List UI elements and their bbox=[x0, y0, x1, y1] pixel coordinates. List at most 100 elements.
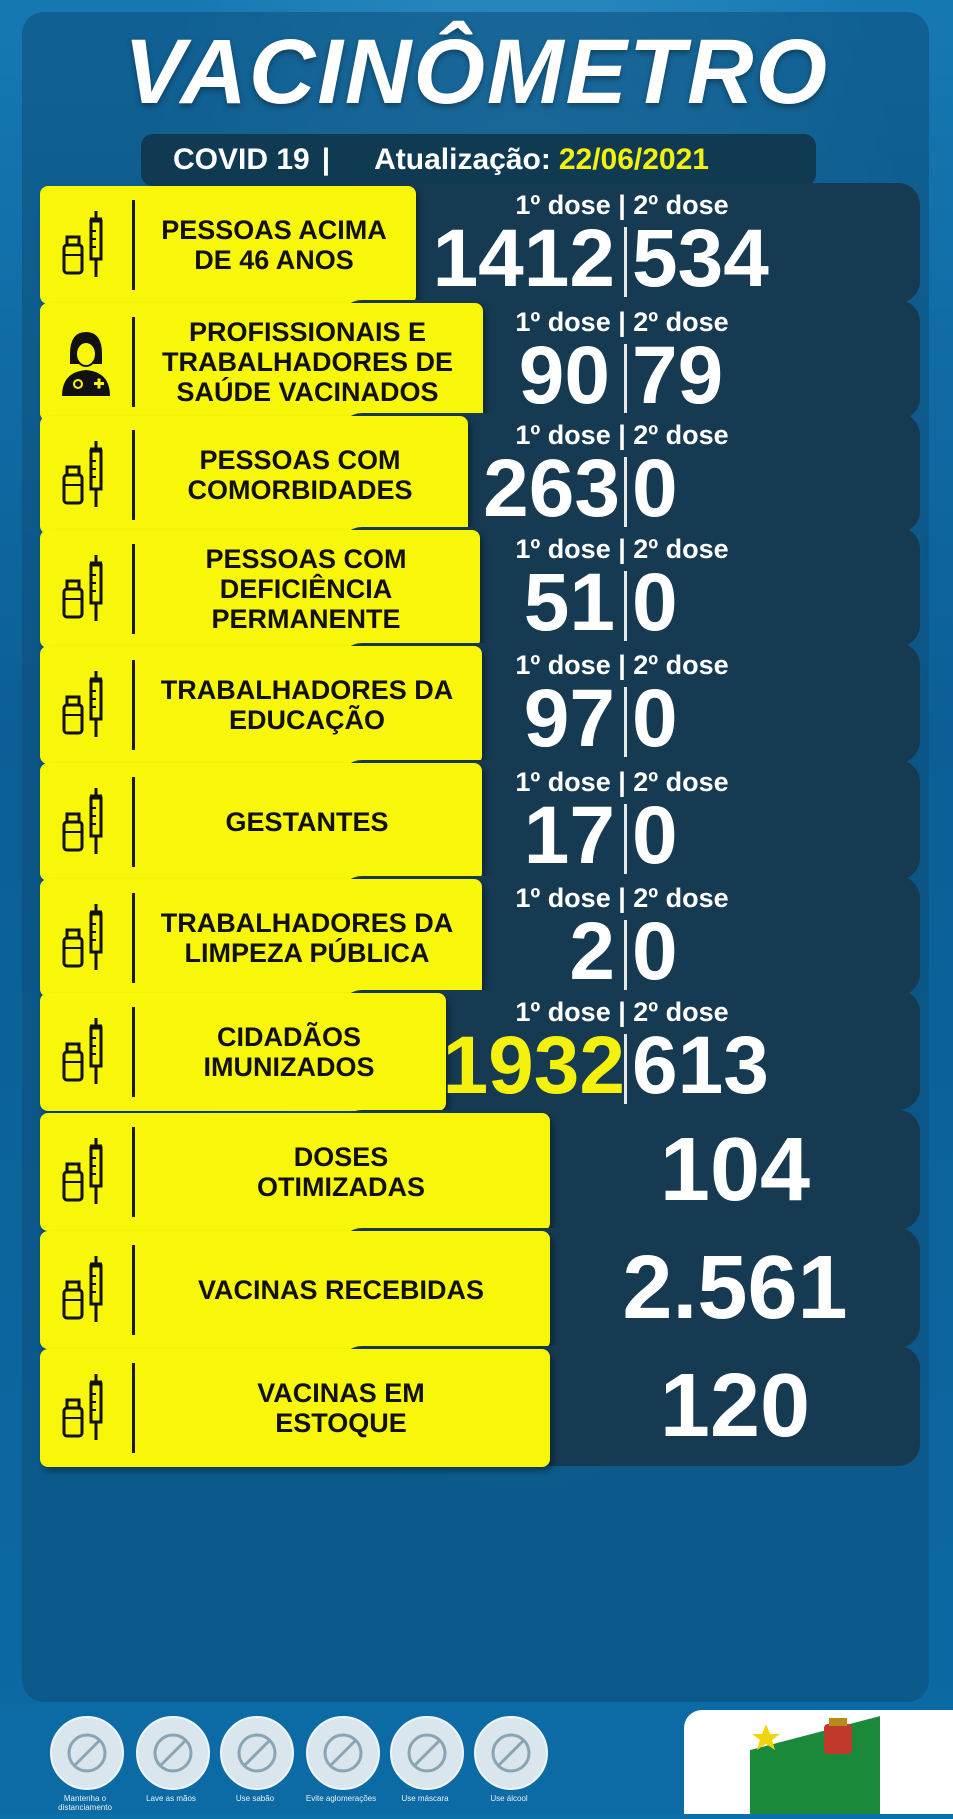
summary-label: DOSES OTIMIZADAS bbox=[257, 1142, 425, 1202]
vaccination-row: PESSOAS ACIMA DE 46 ANOS 1º dose | 2º dos… bbox=[40, 183, 920, 304]
dose-header: 1º dose | 2º dose bbox=[515, 534, 729, 564]
group-label: PROFISSIONAIS E TRABALHADORES DE SAÚDE V… bbox=[161, 317, 453, 407]
vaccination-row: TRABALHADORES DA EDUCAÇÃO 1º dose | 2º do… bbox=[40, 643, 920, 764]
second-dose-count: 0 bbox=[632, 673, 678, 764]
vaccine-icon bbox=[40, 879, 132, 997]
vaccine-icon bbox=[40, 763, 132, 881]
group-label-box: PESSOAS COM DEFICIÊNCIA PERMANENTE bbox=[40, 530, 480, 648]
vaccine-icon bbox=[40, 416, 132, 534]
flag-icon bbox=[750, 1716, 880, 1814]
summary-row: DOSES OTIMIZADAS 104 bbox=[40, 1110, 920, 1231]
dose-separator bbox=[624, 571, 627, 641]
group-label: TRABALHADORES DA EDUCAÇÃO bbox=[160, 675, 454, 735]
label-divider bbox=[132, 1363, 135, 1453]
second-dose-count: 0 bbox=[632, 906, 678, 997]
dose-panel bbox=[340, 183, 920, 303]
group-label-box: TRABALHADORES DA LIMPEZA PÚBLICA bbox=[40, 879, 482, 997]
footer-caption: Use máscara bbox=[401, 1794, 449, 1803]
dose-separator bbox=[624, 920, 627, 990]
summary-row: VACINAS RECEBIDAS 2.561 bbox=[40, 1228, 920, 1349]
label-divider bbox=[132, 893, 135, 983]
summary-value: 120 bbox=[659, 1356, 811, 1456]
label-divider bbox=[132, 660, 135, 750]
footer-caption: Evite aglomerações bbox=[305, 1794, 377, 1803]
dose-header: 1º dose | 2º dose bbox=[515, 767, 729, 797]
municipal-flag bbox=[684, 1710, 953, 1814]
first-dose-count: 97 bbox=[523, 673, 615, 764]
footer-caption: Lave as mãos bbox=[146, 1794, 196, 1803]
first-dose-count: 51 bbox=[523, 557, 615, 648]
summary-label: VACINAS RECEBIDAS bbox=[197, 1275, 485, 1305]
group-label-box: GESTANTES bbox=[40, 763, 482, 881]
summary-row: VACINAS EM ESTOQUE 120 bbox=[40, 1346, 920, 1467]
group-label: PESSOAS ACIMA DE 46 ANOS bbox=[161, 215, 387, 275]
label-divider bbox=[132, 317, 135, 407]
group-label: GESTANTES bbox=[225, 807, 389, 837]
first-dose-count: 1412 bbox=[432, 213, 615, 304]
second-dose-count: 534 bbox=[632, 213, 769, 304]
covid-label: COVID 19 bbox=[173, 143, 310, 176]
vaccine-icon bbox=[40, 186, 132, 304]
dose-header: 1º dose | 2º dose bbox=[515, 650, 729, 680]
vaccine-icon bbox=[40, 1113, 132, 1231]
vaccination-row: PESSOAS COM COMORBIDADES 1º dose | 2º dos… bbox=[40, 413, 920, 534]
separator: | bbox=[321, 143, 331, 176]
vaccine-icon bbox=[40, 1349, 132, 1467]
vaccination-row: CIDADÃOS IMUNIZADOS 1º dose | 2º dose 1932… bbox=[40, 990, 920, 1111]
dose-separator bbox=[624, 687, 627, 757]
label-divider bbox=[132, 1007, 135, 1097]
group-label-box: PESSOAS ACIMA DE 46 ANOS bbox=[40, 186, 416, 304]
vaccine-icon bbox=[40, 993, 132, 1111]
group-label: PESSOAS COM COMORBIDADES bbox=[187, 445, 413, 505]
first-dose-count: 17 bbox=[523, 790, 615, 881]
second-dose-count: 0 bbox=[632, 790, 678, 881]
first-dose-count: 1932 bbox=[442, 1020, 625, 1111]
first-dose-count: 90 bbox=[518, 330, 610, 421]
dose-header: 1º dose | 2º dose bbox=[515, 420, 729, 450]
summary-label-box: VACINAS EM ESTOQUE bbox=[40, 1349, 550, 1467]
page-title: VACINÔMETRO bbox=[123, 21, 830, 123]
vaccine-icon bbox=[40, 646, 132, 764]
second-dose-count: 0 bbox=[632, 443, 678, 534]
vaccination-row: TRABALHADORES DA LIMPEZA PÚBLICA 1º dose … bbox=[40, 876, 920, 997]
group-label: TRABALHADORES DA LIMPEZA PÚBLICA bbox=[160, 908, 454, 968]
summary-label: VACINAS EM ESTOQUE bbox=[257, 1378, 425, 1438]
update-bar: COVID 19 | Atualização: 22/06/2021 bbox=[141, 134, 816, 186]
label-divider bbox=[132, 430, 135, 520]
handshake-distance-icon bbox=[50, 1716, 124, 1790]
group-label-box: TRABALHADORES DA EDUCAÇÃO bbox=[40, 646, 482, 764]
footer-caption: Mantenha o distanciamento bbox=[58, 1794, 112, 1812]
second-dose-count: 0 bbox=[632, 557, 678, 648]
label-divider bbox=[132, 200, 135, 290]
label-divider bbox=[132, 1127, 135, 1217]
update-label: Atualização: bbox=[374, 143, 551, 176]
dose-header: 1º dose | 2º dose bbox=[515, 883, 729, 913]
summary-label-box: VACINAS RECEBIDAS bbox=[40, 1231, 550, 1349]
wash-hands-icon bbox=[136, 1716, 210, 1790]
update-date: 22/06/2021 bbox=[558, 143, 709, 176]
vaccination-row: PESSOAS COM DEFICIÊNCIA PERMANENTE 1º dos… bbox=[40, 527, 920, 648]
label-divider bbox=[132, 1245, 135, 1335]
group-label-box: PROFISSIONAIS E TRABALHADORES DE SAÚDE V… bbox=[40, 303, 483, 421]
dose-separator bbox=[624, 227, 627, 297]
health-worker-icon bbox=[40, 303, 132, 421]
dose-separator bbox=[624, 1034, 627, 1104]
first-dose-count: 263 bbox=[483, 443, 620, 534]
vaccination-row: PROFISSIONAIS E TRABALHADORES DE SAÚDE V… bbox=[40, 300, 920, 421]
second-dose-count: 613 bbox=[632, 1020, 769, 1111]
dose-separator bbox=[624, 804, 627, 874]
dose-header: 1º dose | 2º dose bbox=[515, 307, 729, 337]
group-label: PESSOAS COM DEFICIÊNCIA PERMANENTE bbox=[205, 544, 407, 634]
summary-label-box: DOSES OTIMIZADAS bbox=[40, 1113, 550, 1231]
label-divider bbox=[132, 777, 135, 867]
footer-caption: Use álcool bbox=[490, 1794, 528, 1803]
dose-header: 1º dose | 2º dose bbox=[515, 190, 729, 220]
dose-header: 1º dose | 2º dose bbox=[515, 997, 729, 1027]
vaccine-icon bbox=[40, 530, 132, 648]
dose-separator bbox=[624, 344, 627, 414]
label-divider bbox=[132, 544, 135, 634]
mask-icon bbox=[390, 1716, 464, 1790]
group-label-box: PESSOAS COM COMORBIDADES bbox=[40, 416, 468, 534]
group-label-box: CIDADÃOS IMUNIZADOS bbox=[40, 993, 446, 1111]
dose-separator bbox=[624, 457, 627, 527]
